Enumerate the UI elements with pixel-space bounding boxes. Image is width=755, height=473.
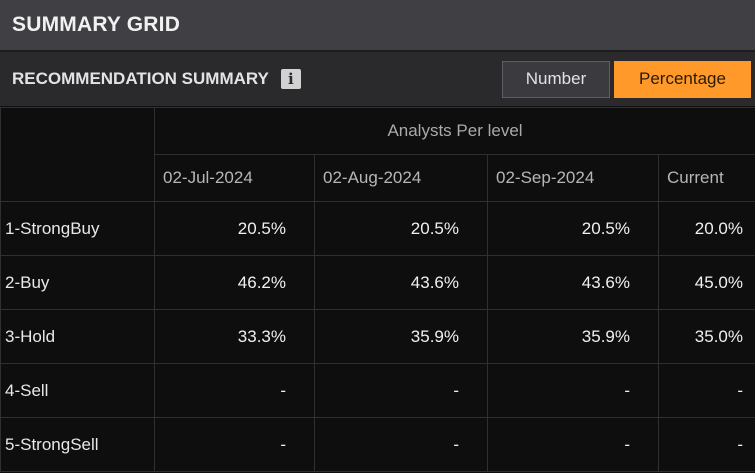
column-header[interactable]: 02-Aug-2024 xyxy=(314,154,488,202)
table-cell: - xyxy=(658,417,755,472)
table-cell: 20.5% xyxy=(314,201,488,256)
table-cell: - xyxy=(154,363,315,418)
table-cell: - xyxy=(487,417,659,472)
table-cell: 43.6% xyxy=(487,255,659,310)
number-button[interactable]: Number xyxy=(502,60,610,98)
row-label: 4-Sell xyxy=(0,363,155,418)
table-cell: - xyxy=(154,417,315,472)
row-label: 2-Buy xyxy=(0,255,155,310)
row-label: 1-StrongBuy xyxy=(0,201,155,256)
table-cell: - xyxy=(314,363,488,418)
table-cell: 46.2% xyxy=(154,255,315,310)
table-row: 2-Buy 46.2% 43.6% 43.6% 45.0% xyxy=(0,255,755,310)
panel-title-bar: SUMMARY GRID xyxy=(0,0,755,52)
table-row: 4-Sell - - - - xyxy=(0,363,755,418)
table-cell: - xyxy=(487,363,659,418)
column-header[interactable]: 02-Sep-2024 xyxy=(487,154,659,202)
table-corner-cell xyxy=(0,107,155,202)
table-cell: 35.9% xyxy=(314,309,488,364)
table-cell: 20.5% xyxy=(154,201,315,256)
column-header[interactable]: Current xyxy=(658,154,755,202)
table-row: 1-StrongBuy 20.5% 20.5% 20.5% 20.0% xyxy=(0,201,755,256)
row-label: 5-StrongSell xyxy=(0,417,155,472)
table-cell: 45.0% xyxy=(658,255,755,310)
table-cell: 35.9% xyxy=(487,309,659,364)
panel-title: SUMMARY GRID xyxy=(12,13,181,36)
table-cell: 20.0% xyxy=(658,201,755,256)
info-icon[interactable]: i xyxy=(280,69,301,89)
section-header: RECOMMENDATION SUMMARY i Number Percenta… xyxy=(0,52,755,107)
section-title: RECOMMENDATION SUMMARY xyxy=(12,69,269,88)
table-row: 5-StrongSell - - - - xyxy=(0,417,755,472)
table-cell: 33.3% xyxy=(154,309,315,364)
display-mode-toggle: Number Percentage xyxy=(502,60,751,98)
table-cell: - xyxy=(314,417,488,472)
table-cell: 43.6% xyxy=(314,255,488,310)
table-cell: - xyxy=(658,363,755,418)
percentage-button[interactable]: Percentage xyxy=(614,60,751,98)
group-header: Analysts Per level xyxy=(154,107,755,155)
table-cell: 20.5% xyxy=(487,201,659,256)
recommendation-table: Analysts Per level 02-Jul-2024 02-Aug-20… xyxy=(0,107,755,472)
column-header[interactable]: 02-Jul-2024 xyxy=(154,154,315,202)
row-label: 3-Hold xyxy=(0,309,155,364)
table-cell: 35.0% xyxy=(658,309,755,364)
table-row: 3-Hold 33.3% 35.9% 35.9% 35.0% xyxy=(0,309,755,364)
